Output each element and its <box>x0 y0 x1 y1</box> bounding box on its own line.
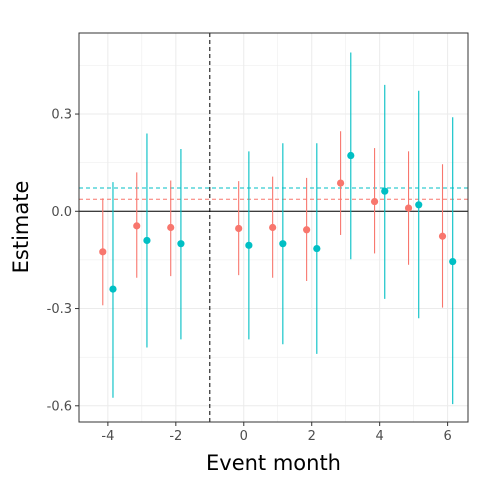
x-tick-label: 0 <box>240 429 248 444</box>
data-point <box>235 224 243 233</box>
data-point <box>279 240 287 248</box>
x-tick-label: -2 <box>169 429 182 444</box>
data-point <box>245 241 253 249</box>
data-point <box>303 226 311 234</box>
data-point <box>313 244 321 253</box>
axis-ticks: -4 -2 0 2 4 6 -0.6 -0.3 0.0 0.3 <box>47 108 452 444</box>
grid-lines <box>79 33 468 422</box>
y-tick-label: -0.3 <box>47 302 72 317</box>
data-point <box>99 248 107 256</box>
data-point <box>133 222 141 230</box>
data-point <box>370 197 379 206</box>
data-point <box>143 236 151 245</box>
data-point <box>177 240 185 248</box>
data-point <box>336 179 345 187</box>
data-marks <box>99 52 457 405</box>
plot-border <box>78 32 469 423</box>
data-point <box>381 187 389 195</box>
x-tick-label: 6 <box>443 429 451 444</box>
data-point <box>167 223 175 232</box>
x-tick-label: -4 <box>101 429 114 444</box>
data-point <box>415 201 423 209</box>
data-point <box>404 204 413 212</box>
data-point <box>438 232 447 240</box>
y-axis-title: Estimate <box>9 181 33 274</box>
y-tick-label: 0.0 <box>51 205 72 220</box>
x-tick-label: 2 <box>308 429 316 444</box>
data-point <box>347 151 355 160</box>
data-point <box>449 257 457 266</box>
x-axis-title: Event month <box>206 451 341 475</box>
y-tick-label: 0.3 <box>51 108 72 123</box>
x-tick-label: 4 <box>376 429 384 444</box>
y-tick-label: -0.6 <box>47 399 72 414</box>
data-point <box>109 285 117 293</box>
data-point <box>269 223 277 232</box>
reference-lines <box>79 33 468 422</box>
